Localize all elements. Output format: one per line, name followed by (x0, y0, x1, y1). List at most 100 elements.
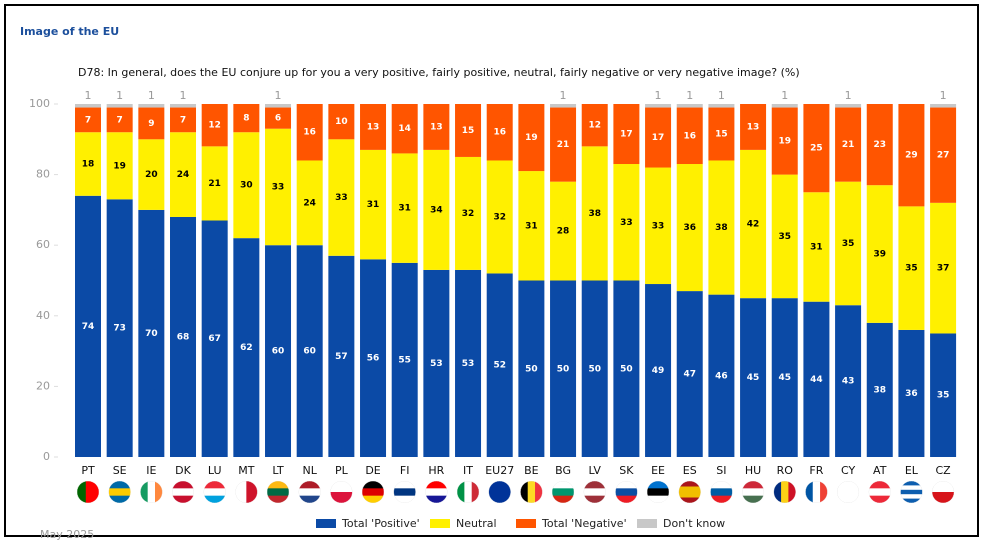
flag-stripe (583, 488, 606, 497)
frame (4, 4, 979, 537)
bar-segment (708, 294, 735, 457)
bar-segment (550, 280, 577, 457)
data-label: 1 (655, 89, 662, 102)
flag-stripe (172, 488, 195, 497)
flag (932, 481, 955, 503)
data-label: 38 (873, 385, 886, 395)
flag-stripe (900, 498, 923, 503)
data-label: 50 (525, 364, 538, 374)
flag (900, 481, 923, 503)
data-label: 35 (842, 239, 855, 249)
flag-stripe (535, 481, 543, 503)
data-label: 21 (557, 140, 570, 150)
bar-segment (645, 284, 672, 457)
bar-segment (138, 209, 165, 457)
bar-segment (423, 269, 450, 457)
bar-segment (201, 220, 228, 457)
flag-stripe (900, 485, 923, 491)
legend-swatch (316, 519, 336, 528)
flag-stripe (172, 481, 195, 489)
flag-stripe (108, 495, 131, 503)
x-tick-label: NL (303, 464, 318, 477)
flag-stripe (932, 481, 955, 493)
x-tick-label: RO (777, 464, 794, 477)
flag-stripe (678, 492, 701, 498)
data-label: 1 (686, 89, 693, 102)
x-tick-label: FI (400, 464, 410, 477)
bar-segment (930, 333, 957, 457)
flag-stripe (805, 481, 814, 503)
data-label: 1 (85, 89, 92, 102)
flag (773, 481, 796, 503)
data-label: 19 (525, 133, 538, 143)
data-label: 7 (85, 115, 91, 125)
flag-stripe (710, 488, 733, 497)
x-tick-label: EU27 (485, 464, 514, 477)
bar-segment (803, 192, 830, 302)
bar-segment (486, 104, 513, 161)
legend-swatch (516, 519, 536, 528)
x-tick-label: LT (272, 464, 284, 477)
x-tick-label: SI (716, 464, 726, 477)
data-label: 35 (905, 264, 918, 274)
x-tick-label: DE (365, 464, 380, 477)
x-tick-label: CY (841, 464, 855, 477)
bar-segment (360, 104, 387, 150)
data-label: 52 (493, 361, 506, 371)
bar-segment (75, 104, 101, 108)
bar-segment (391, 153, 418, 263)
data-label: 36 (905, 389, 918, 399)
flag-stripe (425, 488, 448, 497)
flag-stripe (267, 495, 290, 503)
bar-segment (360, 259, 387, 457)
bar-segment (803, 104, 830, 193)
data-label: 46 (715, 371, 728, 381)
flag (520, 481, 543, 503)
bar-segment (645, 167, 672, 285)
data-label: 10 (335, 117, 348, 127)
flag-stripe (246, 481, 258, 503)
x-tick-label: MT (238, 464, 254, 477)
data-label: 31 (398, 204, 411, 214)
flag (172, 481, 195, 503)
legend-label: Neutral (456, 517, 497, 530)
flag-stripe (900, 481, 923, 486)
data-label: 44 (810, 375, 823, 385)
data-label: 70 (145, 329, 158, 339)
chart-subtitle: D78: In general, does the EU conjure up … (78, 66, 800, 79)
data-label: 33 (620, 218, 633, 228)
bar-segment (898, 104, 925, 207)
bar-segment (391, 262, 418, 457)
bar-segment (106, 104, 133, 108)
flag-stripe (140, 481, 149, 503)
bar-segment (550, 107, 577, 182)
bar-segment (613, 280, 640, 457)
x-tick-label: LU (208, 464, 222, 477)
flag (552, 481, 575, 503)
bar-segment (360, 149, 387, 260)
data-label: 67 (208, 334, 221, 344)
flag-stripe (94, 481, 99, 503)
bar-segment (708, 160, 735, 295)
flag-stripe (837, 481, 860, 503)
data-label: 31 (810, 242, 823, 252)
bar-segment (740, 149, 767, 299)
bar-segment (676, 291, 703, 457)
x-tick-label: ES (683, 464, 697, 477)
flag-stripe (812, 481, 821, 503)
data-label: 8 (243, 114, 249, 124)
data-label: 1 (940, 89, 947, 102)
bar-segment (455, 156, 482, 270)
data-label: 6 (275, 114, 281, 124)
flag-stripe (85, 481, 91, 503)
bar-segment (581, 146, 608, 281)
flag-stripe (678, 497, 701, 503)
x-tick-label: SE (113, 464, 127, 477)
data-label: 13 (430, 122, 443, 132)
flag-stripe (108, 488, 131, 497)
bar-segment (75, 107, 101, 133)
flag (203, 481, 226, 503)
flag (140, 481, 163, 503)
data-label: 13 (747, 122, 760, 132)
flag-stripe (267, 488, 290, 497)
